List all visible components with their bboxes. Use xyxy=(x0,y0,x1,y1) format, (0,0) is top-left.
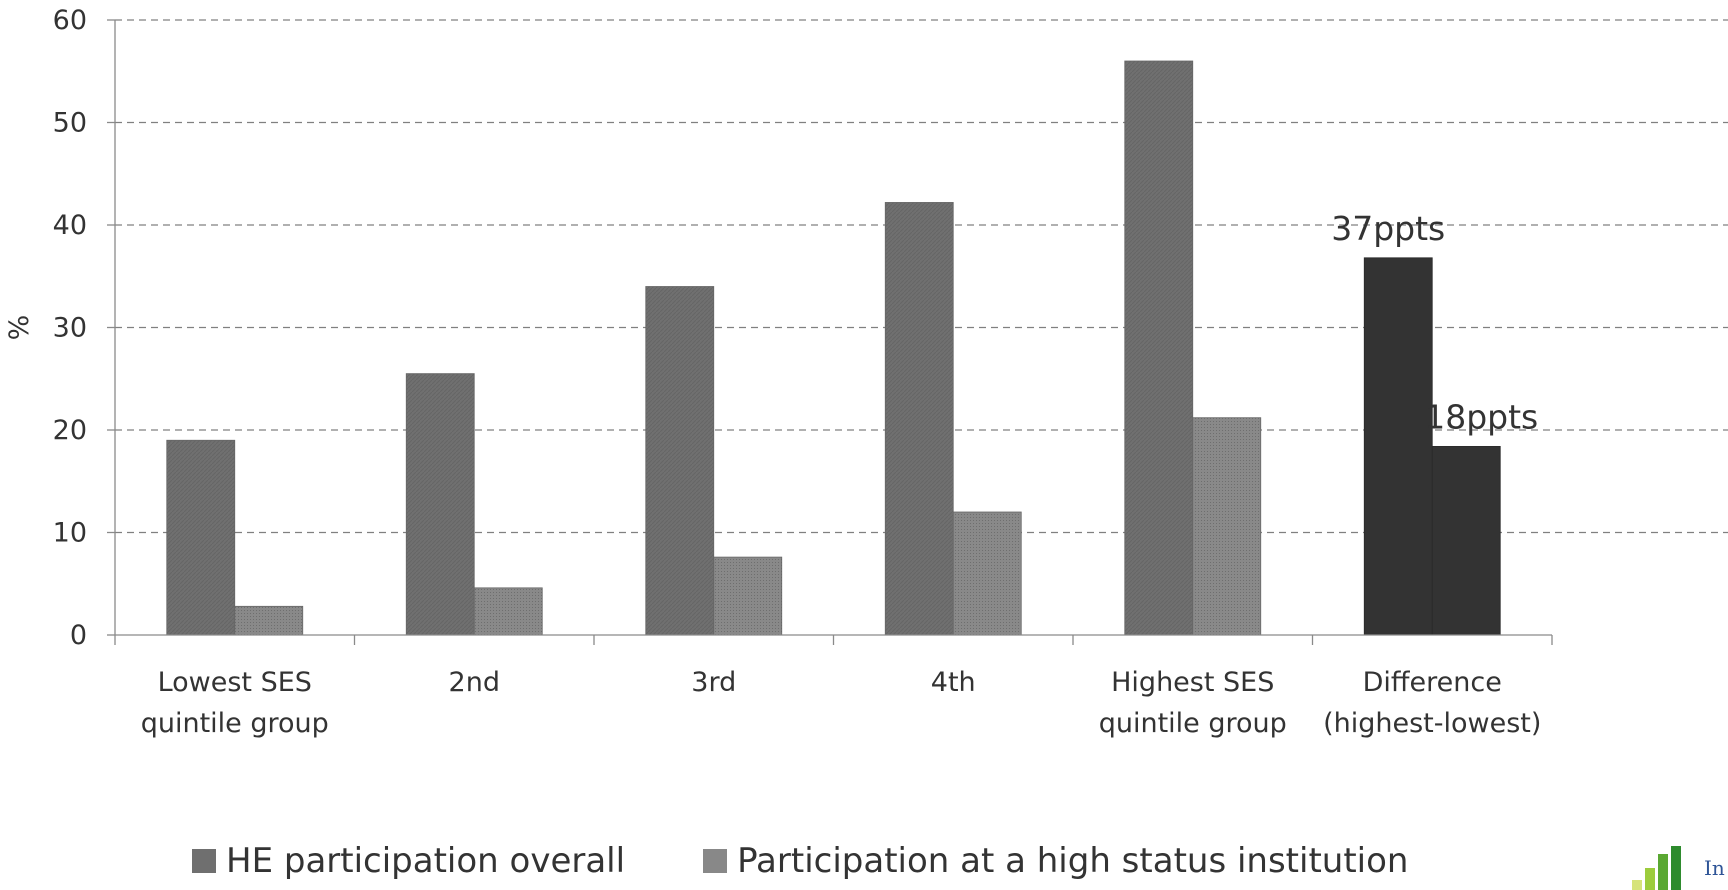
legend-swatch-overall xyxy=(192,849,216,873)
bar-he-participation-overall xyxy=(1124,60,1194,636)
x-category-label: 2nd xyxy=(449,667,500,698)
y-axis-title: % xyxy=(4,315,35,341)
labels: 0 10 20 30 40 50 60% Lowest SES quintile group 2n… xyxy=(4,5,1541,739)
bar-high-status-participation xyxy=(713,556,783,636)
logo: In xyxy=(1632,846,1728,890)
bar-high-status-participation xyxy=(1192,417,1262,636)
x-category-label: Lowest SES xyxy=(158,667,312,698)
bar-high-status-participation xyxy=(952,511,1022,636)
logo-bar-icon xyxy=(1671,846,1681,890)
logo-bar-icon xyxy=(1632,880,1642,890)
annotation-label: 37ppts xyxy=(1331,209,1445,248)
bar-he-participation-overall xyxy=(645,286,715,636)
legend-item-high-status: Participation at a high status instituti… xyxy=(703,841,1408,881)
bar-high-status-participation xyxy=(1431,445,1501,636)
bars xyxy=(166,60,1501,636)
x-category-label: quintile group xyxy=(141,708,329,739)
legend-label-high-status: Participation at a high status instituti… xyxy=(737,841,1409,881)
logo-bar-icon xyxy=(1658,854,1668,890)
legend-label-overall: HE participation overall xyxy=(226,841,626,881)
logo-bar-icon xyxy=(1645,868,1655,890)
logo-text: In xyxy=(1704,856,1725,880)
legend-swatch-high-status xyxy=(703,849,728,873)
y-tick-label: 60 xyxy=(53,5,87,36)
x-category-label: Highest SES xyxy=(1111,667,1274,698)
bar-he-participation-overall xyxy=(1363,257,1433,636)
y-tick-label: 0 xyxy=(70,620,87,651)
y-tick-label: 20 xyxy=(53,415,87,446)
x-category-label: 4th xyxy=(931,667,976,698)
bar-high-status-participation xyxy=(473,587,543,636)
bar-he-participation-overall xyxy=(884,202,954,636)
legend-item-overall: HE participation overall xyxy=(192,841,625,881)
annotation-label: 18ppts xyxy=(1424,397,1538,436)
x-category-label: Difference xyxy=(1363,667,1502,698)
y-tick-label: 50 xyxy=(53,108,87,139)
legend: HE participation overall Participation a… xyxy=(192,841,1408,881)
y-tick-label: 30 xyxy=(53,313,87,344)
y-tick-label: 10 xyxy=(53,518,87,549)
y-tick-label: 40 xyxy=(53,210,87,241)
bar-he-participation-overall xyxy=(166,439,236,636)
x-category-label: quintile group xyxy=(1099,708,1287,739)
x-category-label: (highest-lowest) xyxy=(1323,708,1541,739)
bar-high-status-participation xyxy=(234,605,304,636)
x-category-label: 3rd xyxy=(691,667,736,698)
bar-he-participation-overall xyxy=(405,373,475,636)
axes xyxy=(107,19,1553,645)
